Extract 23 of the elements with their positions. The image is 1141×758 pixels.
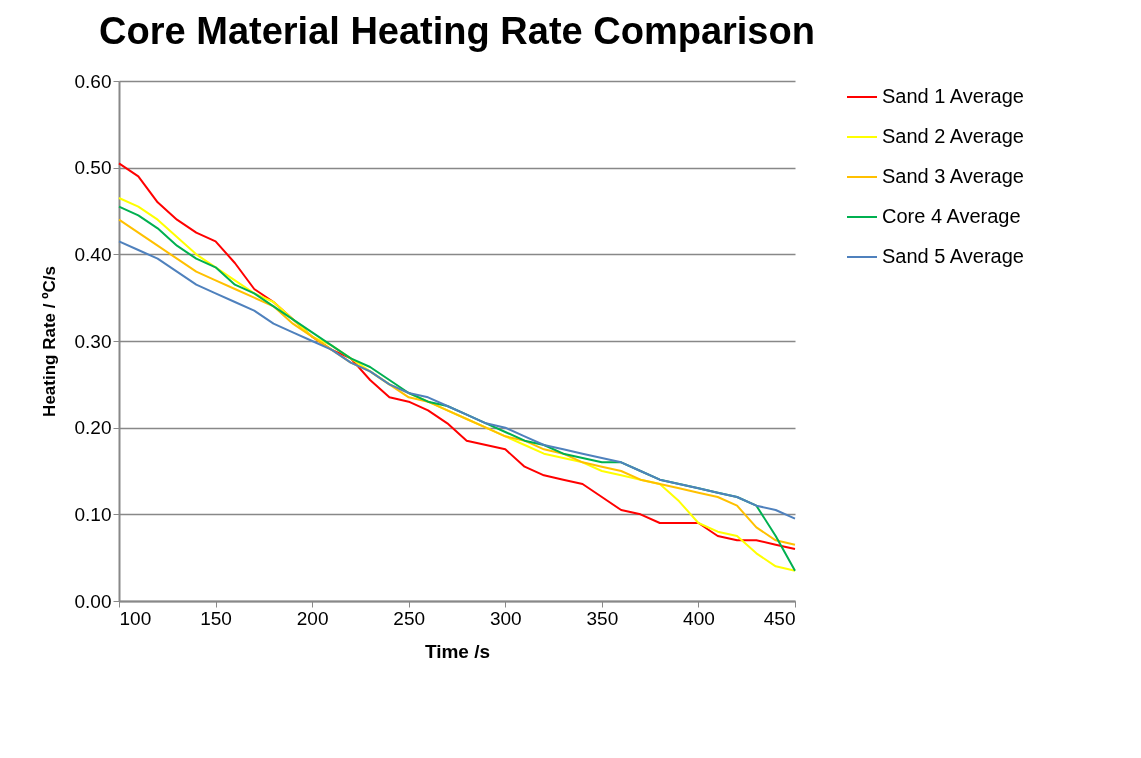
x-tick-label: 350 [586, 607, 619, 629]
y-tick-label: 0.60 [74, 70, 112, 92]
chart-title: Core Material Heating Rate Comparison [99, 10, 815, 52]
x-tick-label: 100 [119, 607, 152, 629]
y-tick-label: 0.20 [74, 417, 112, 439]
legend-label: Sand 1 Average [882, 85, 1024, 107]
x-tick-label: 300 [489, 607, 522, 629]
legend-label: Core 4 Average [882, 205, 1021, 227]
y-tick-label: 0.10 [74, 503, 112, 525]
x-tick-label: 200 [296, 607, 329, 629]
x-tick-label: 450 [763, 607, 796, 629]
x-axis-title: Time /s [424, 640, 491, 662]
y-tick-label: 0.30 [74, 330, 112, 352]
y-tick-label: 0.50 [74, 157, 112, 179]
legend-label: Sand 3 Average [882, 165, 1024, 187]
x-tick-label: 250 [393, 607, 426, 629]
x-tick-label: 400 [683, 607, 715, 629]
x-tick-label: 150 [200, 607, 232, 629]
legend-label: Sand 2 Average [882, 125, 1024, 147]
y-axis-title: Heating Rate / ºC/s [39, 266, 59, 417]
y-tick-label: 0.00 [74, 590, 112, 612]
legend-label: Sand 5 Average [882, 245, 1024, 267]
y-tick-label: 0.40 [74, 243, 112, 265]
